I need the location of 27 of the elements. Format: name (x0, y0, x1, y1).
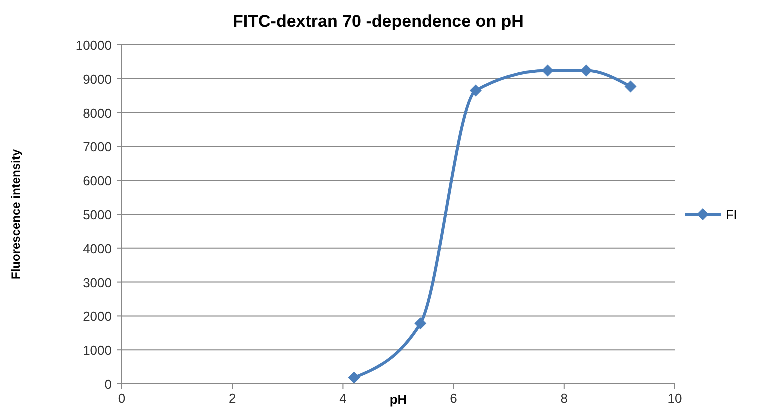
y-tick-label: 3000 (83, 275, 112, 290)
point (470, 84, 482, 97)
y-tick-label: 2000 (83, 309, 112, 324)
x-tick-label: 2 (228, 391, 236, 406)
point (542, 64, 554, 77)
point (580, 64, 593, 77)
x-axis-title: pH (390, 392, 408, 407)
y-tick-label: 4000 (83, 241, 112, 256)
y-tick-label: 7000 (83, 140, 112, 155)
y-tick-label: 10000 (76, 38, 112, 53)
y-tick-label: 0 (104, 377, 112, 392)
point (414, 318, 427, 330)
x-tick-label: 6 (450, 391, 458, 406)
y-tick-label: 5000 (83, 208, 112, 222)
y-tick-label: 1000 (83, 343, 112, 358)
y-axis-title: Fluorescence intensity (9, 149, 23, 280)
y-tick-label: 8000 (83, 106, 112, 121)
legend-label: Fl (726, 208, 737, 222)
x-tick-label: 8 (560, 391, 568, 406)
y-tick-label: 9000 (83, 72, 112, 87)
point (348, 372, 360, 384)
x-tick-label: 0 (118, 391, 126, 406)
chart-title: FITC-dextran 70 -dependence on pH (233, 12, 524, 31)
y-tick-label: 6000 (83, 174, 112, 189)
point (624, 80, 637, 93)
x-tick-label: 4 (340, 391, 347, 406)
x-tick-label: 10 (668, 391, 682, 406)
